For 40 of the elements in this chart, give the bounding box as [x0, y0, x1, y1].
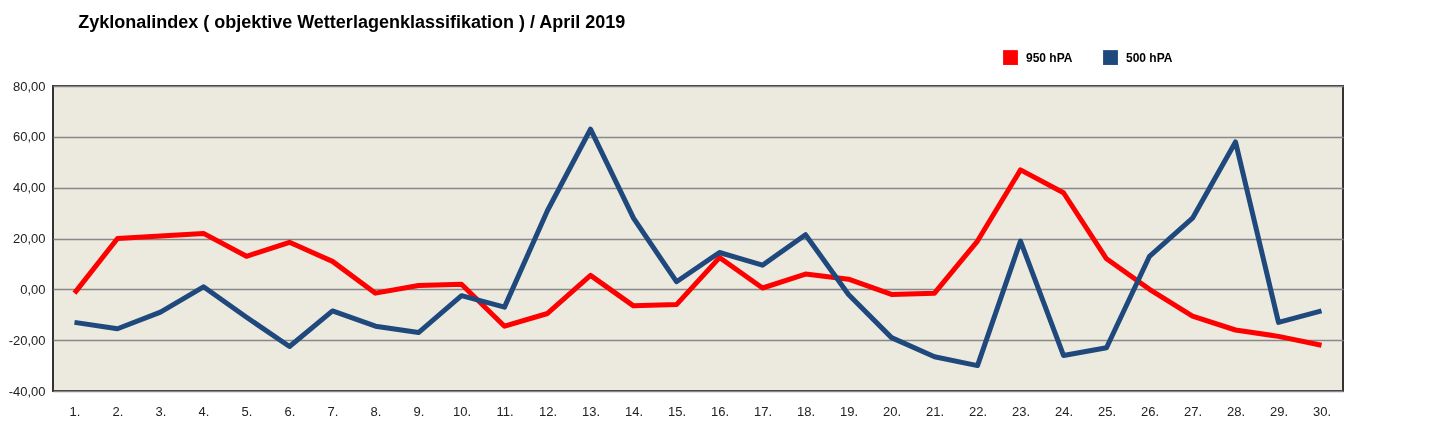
x-tick-label: 11. — [496, 403, 514, 419]
x-tick-label: 9. — [413, 403, 425, 419]
x-tick-label: 5. — [241, 403, 253, 419]
x-tick-label: 10. — [452, 403, 472, 419]
y-tick-label: -20,00 — [8, 332, 46, 348]
x-tick-label: 19. — [839, 403, 859, 419]
x-tick-label: 26. — [1140, 403, 1160, 419]
chart-title: Zyklonalindex ( objektive Wetterlagenklassifikation ) / April 2019 — [78, 12, 626, 32]
x-tick-label: 6. — [284, 403, 296, 419]
x-tick-label: 24. — [1054, 403, 1074, 419]
x-tick-label: 28. — [1226, 403, 1246, 419]
x-tick-label: 20. — [882, 403, 902, 419]
y-tick-label: -40,00 — [8, 383, 46, 399]
x-tick-label: 2. — [112, 403, 124, 419]
x-tick-label: 25. — [1097, 403, 1117, 419]
x-tick-label: 22. — [968, 403, 988, 419]
y-tick-label: 60,00 — [12, 129, 46, 145]
x-tick-label: 15. — [667, 403, 687, 419]
x-tick-label: 13. — [581, 403, 601, 419]
x-tick-label: 21. — [925, 403, 945, 419]
x-tick-label: 12. — [538, 403, 558, 419]
x-tick-label: 4. — [198, 403, 210, 419]
x-tick-label: 17. — [753, 403, 773, 419]
x-tick-label: 18. — [796, 403, 816, 419]
x-tick-label: 29. — [1269, 403, 1289, 419]
y-tick-label: 20,00 — [12, 231, 46, 246]
y-tick-label: 0,00 — [20, 281, 46, 297]
x-tick-label: 14. — [624, 403, 644, 419]
x-tick-label: 1. — [69, 403, 81, 419]
x-tick-label: 27. — [1183, 403, 1203, 419]
x-tick-label: 7. — [327, 403, 339, 419]
legend-label: 500 hPA — [1126, 50, 1173, 65]
y-tick-label: 40,00 — [12, 180, 46, 196]
x-tick-label: 3. — [155, 403, 167, 419]
x-tick-label: 30. — [1312, 403, 1332, 419]
y-tick-label: 80,00 — [12, 78, 46, 94]
x-tick-label: 8. — [370, 403, 382, 419]
x-tick-label: 16. — [710, 403, 730, 419]
legend-label: 950 hPA — [1026, 50, 1073, 65]
x-tick-label: 23. — [1011, 403, 1031, 419]
